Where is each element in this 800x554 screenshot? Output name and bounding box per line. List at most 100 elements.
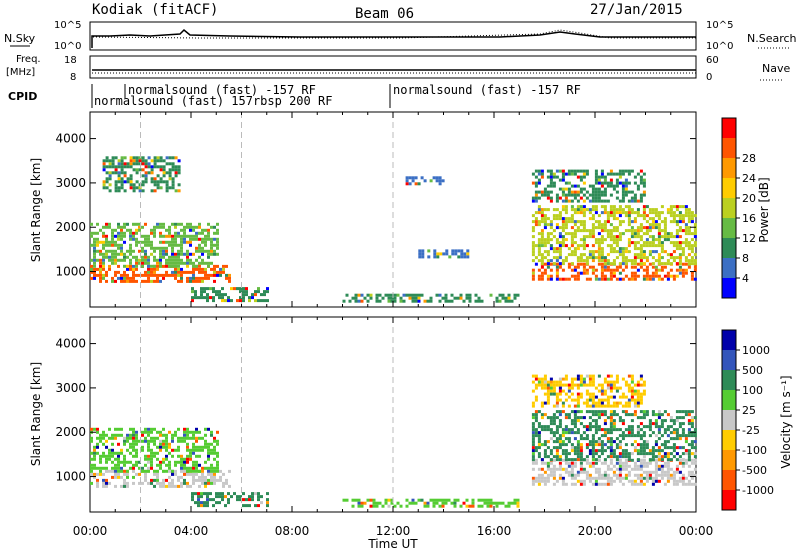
heatmap-cell	[630, 398, 634, 402]
heatmap-cell	[408, 182, 412, 186]
heatmap-cell	[618, 446, 622, 450]
heatmap-cell	[450, 299, 454, 303]
heatmap-cell	[558, 413, 562, 417]
heatmap-cell	[669, 476, 673, 480]
heatmap-cell	[615, 244, 619, 248]
heatmap-cell	[684, 226, 688, 230]
heatmap-cell	[540, 476, 544, 480]
heatmap-cell	[612, 386, 616, 390]
heatmap-cell	[174, 225, 177, 229]
heatmap-cell	[630, 482, 634, 486]
heatmap-cell	[663, 410, 667, 414]
heatmap-cell	[543, 271, 547, 275]
heatmap-cell	[603, 238, 607, 242]
heatmap-cell	[603, 190, 607, 194]
heatmap-cell	[564, 211, 568, 215]
heatmap-cell	[540, 443, 544, 447]
heatmap-cell	[663, 226, 667, 230]
heatmap-cell	[132, 249, 135, 253]
heatmap-cell	[129, 276, 132, 280]
heatmap-cell	[561, 482, 565, 486]
heatmap-cell	[615, 413, 619, 417]
heatmap-cell	[663, 431, 667, 435]
heatmap-cell	[639, 169, 643, 173]
heatmap-cell	[378, 299, 382, 303]
heatmap-cell	[639, 392, 643, 396]
heatmap-cell	[203, 290, 206, 294]
heatmap-cell	[597, 428, 601, 432]
heatmap-cell	[192, 264, 195, 268]
heatmap-cell	[141, 430, 144, 434]
heatmap-cell	[585, 196, 589, 200]
heatmap-cell	[195, 478, 198, 482]
heatmap-cell	[150, 427, 153, 431]
heatmap-cell	[90, 267, 93, 271]
heatmap-cell	[369, 498, 373, 502]
heatmap-cell	[153, 228, 156, 232]
heatmap-cell	[681, 241, 685, 245]
heatmap-cell	[105, 186, 109, 190]
heatmap-cell	[213, 252, 216, 256]
heatmap-cell	[108, 240, 111, 244]
heatmap-cell	[570, 476, 574, 480]
heatmap-cell	[660, 449, 664, 453]
heatmap-cell	[198, 264, 201, 268]
heatmap-cell	[669, 241, 673, 245]
heatmap-cell	[537, 410, 541, 414]
heatmap-cell	[552, 419, 556, 423]
heatmap-cell	[552, 434, 556, 438]
heatmap-cell	[606, 401, 610, 405]
heatmap-cell	[660, 467, 664, 471]
heatmap-cell	[451, 249, 455, 253]
heatmap-cell	[564, 458, 568, 462]
heatmap-cell	[480, 504, 484, 508]
heatmap-cell	[153, 442, 156, 446]
heatmap-cell	[621, 220, 625, 224]
heatmap-cell	[108, 243, 111, 247]
heatmap-cell	[114, 156, 118, 160]
heatmap-cell	[567, 431, 571, 435]
heatmap-cell	[180, 237, 183, 241]
heatmap-cell	[690, 250, 694, 254]
heatmap-cell	[105, 177, 109, 181]
heatmap-cell	[111, 454, 114, 458]
heatmap-cell	[603, 422, 607, 426]
heatmap-cell	[540, 241, 544, 245]
heatmap-cell	[174, 270, 177, 274]
heatmap-cell	[579, 205, 583, 209]
heatmap-cell	[624, 181, 628, 185]
heatmap-cell	[600, 238, 604, 242]
heatmap-cell	[678, 229, 682, 233]
heatmap-cell	[174, 469, 177, 473]
heatmap-cell	[609, 476, 613, 480]
heatmap-cell	[369, 293, 373, 297]
heatmap-cell	[630, 199, 634, 203]
heatmap-cell	[495, 299, 499, 303]
heatmap-cell	[363, 501, 367, 505]
heatmap-cell	[147, 258, 150, 262]
heatmap-cell	[597, 425, 601, 429]
heatmap-cell	[546, 196, 550, 200]
heatmap-cell	[537, 172, 541, 176]
heatmap-cell	[603, 178, 607, 182]
heatmap-cell	[534, 374, 538, 378]
heatmap-cell	[555, 193, 559, 197]
heatmap-cell	[177, 448, 180, 452]
heatmap-cell	[441, 504, 445, 508]
heatmap-cell	[684, 259, 688, 263]
heatmap-cell	[615, 235, 619, 239]
heatmap-cell	[561, 431, 565, 435]
heatmap-cell	[159, 255, 162, 259]
heatmap-cell	[582, 199, 586, 203]
heatmap-cell	[177, 171, 181, 175]
heatmap-cell	[633, 479, 637, 483]
heatmap-cell	[141, 180, 145, 184]
heatmap-cell	[609, 235, 613, 239]
heatmap-cell	[600, 404, 604, 408]
heatmap-cell	[183, 237, 186, 241]
heatmap-cell	[117, 460, 120, 464]
heatmap-cell	[135, 171, 139, 175]
heatmap-cell	[537, 422, 541, 426]
heatmap-cell	[180, 436, 183, 440]
heatmap-cell	[612, 184, 616, 188]
